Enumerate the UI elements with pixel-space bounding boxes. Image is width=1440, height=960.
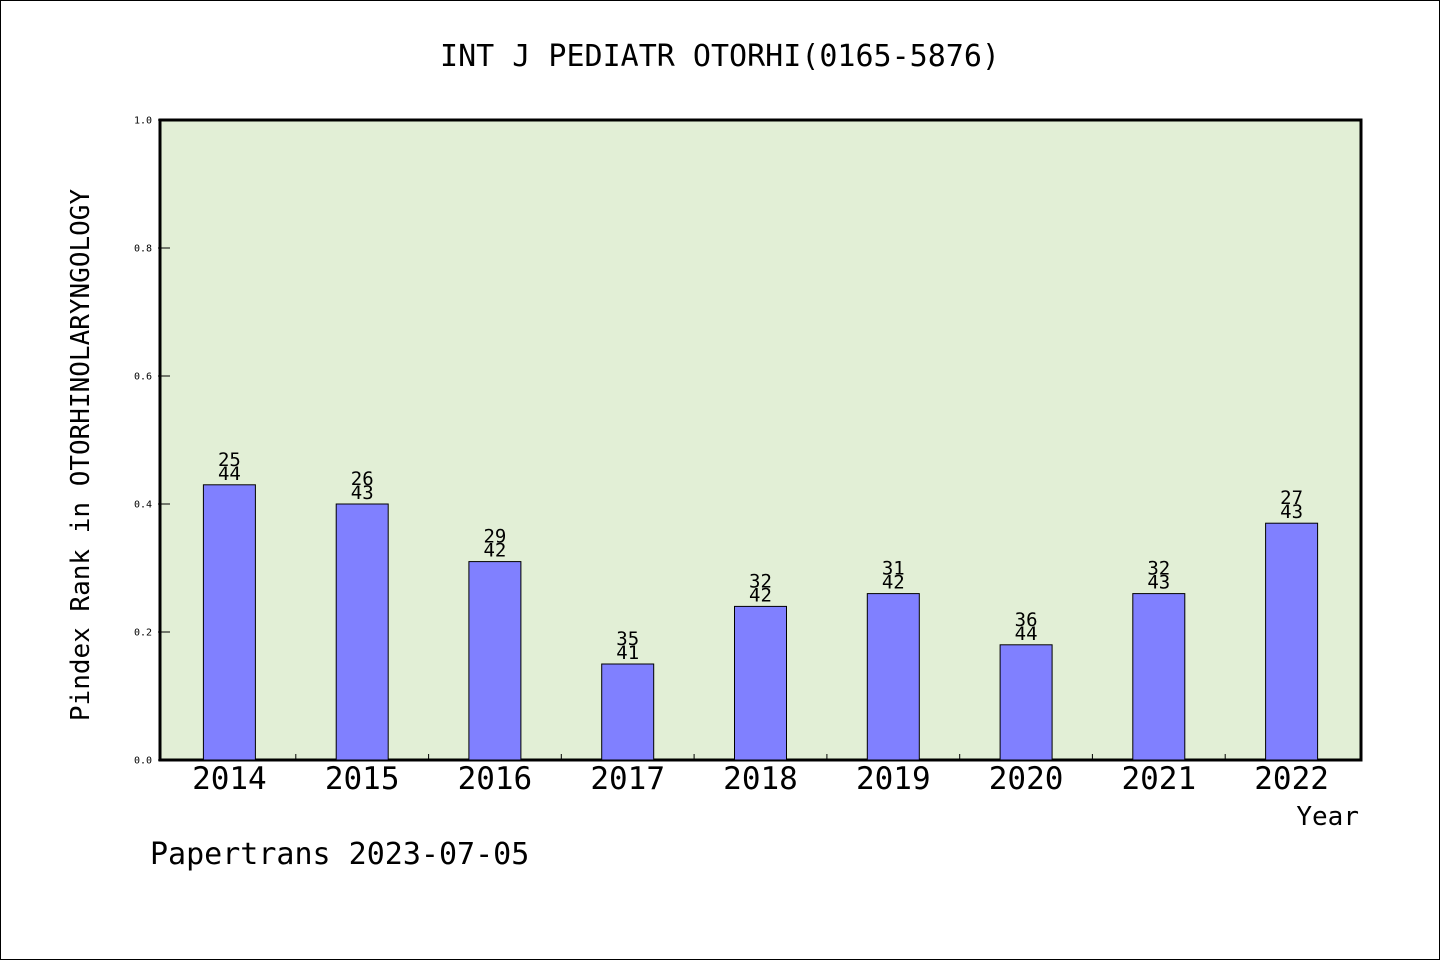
bar-2014: [202, 484, 256, 761]
y-tick-label: 0.6: [134, 372, 152, 383]
x-tick-label: 2015: [325, 761, 400, 797]
y-tick-label: 1.0: [134, 116, 152, 127]
y-axis-label: Pindex Rank in OTORHINOLARYNGOLOGY: [66, 189, 96, 722]
y-tick-label: 0.2: [134, 628, 152, 639]
bar-rank-label: 25: [218, 449, 241, 471]
bar-2016: [468, 561, 522, 761]
bar-2020: [999, 644, 1053, 761]
x-tick-label: 2020: [989, 761, 1064, 797]
x-tick-label: 2014: [192, 761, 267, 797]
chart-title: INT J PEDIATR OTORHI(0165-5876): [440, 39, 1000, 74]
bar-total-label: 43: [1147, 572, 1170, 594]
bar-rank-label: 29: [483, 526, 506, 548]
x-tick-label: 2021: [1121, 761, 1196, 797]
x-tick-label: 2018: [723, 761, 798, 797]
y-tick-label: 0.8: [134, 244, 152, 255]
bar-total-label: 44: [218, 463, 241, 485]
bar-rank-label: 35: [616, 628, 639, 650]
bar-rank-label: 31: [882, 558, 905, 580]
bar-total-label: 42: [483, 540, 506, 562]
bar-rank-label: 32: [749, 570, 772, 592]
bar-rank-label: 27: [1280, 487, 1303, 509]
bar-total-label: 43: [1280, 501, 1303, 523]
bar-2019: [866, 593, 920, 761]
bar-2021: [1132, 593, 1186, 761]
y-tick-label: 0.4: [134, 500, 152, 511]
x-tick-label: 2016: [458, 761, 533, 797]
bar-total-label: 42: [749, 584, 772, 606]
bar-2018: [734, 605, 787, 761]
x-axis-ticks: 2014 2015 2016 2017 2018 2019 2020 2021 2022: [192, 754, 1329, 797]
bar-rank-label: 36: [1015, 609, 1038, 631]
bar-total-label: 44: [1015, 623, 1038, 645]
bar-2022: [1265, 522, 1319, 761]
bar-rank-label: 26: [351, 468, 374, 490]
x-tick-label: 2017: [590, 761, 665, 797]
y-tick-label: 0.0: [134, 756, 152, 767]
x-tick-label: 2019: [856, 761, 931, 797]
bar-total-label: 43: [351, 482, 374, 504]
y-axis-ticks: 0.0 0.2 0.4 0.6 0.8 1.0: [134, 116, 170, 767]
bar-total-label: 41: [616, 642, 639, 664]
watermark-text: Papertrans 2023-07-05: [150, 837, 529, 872]
bar-total-label: 42: [882, 572, 905, 594]
x-axis-label: Year: [1296, 802, 1359, 832]
bar-rank-label: 32: [1147, 558, 1170, 580]
bar-2015: [335, 503, 389, 761]
x-tick-label: 2022: [1254, 761, 1329, 797]
bar-2017: [601, 663, 655, 761]
